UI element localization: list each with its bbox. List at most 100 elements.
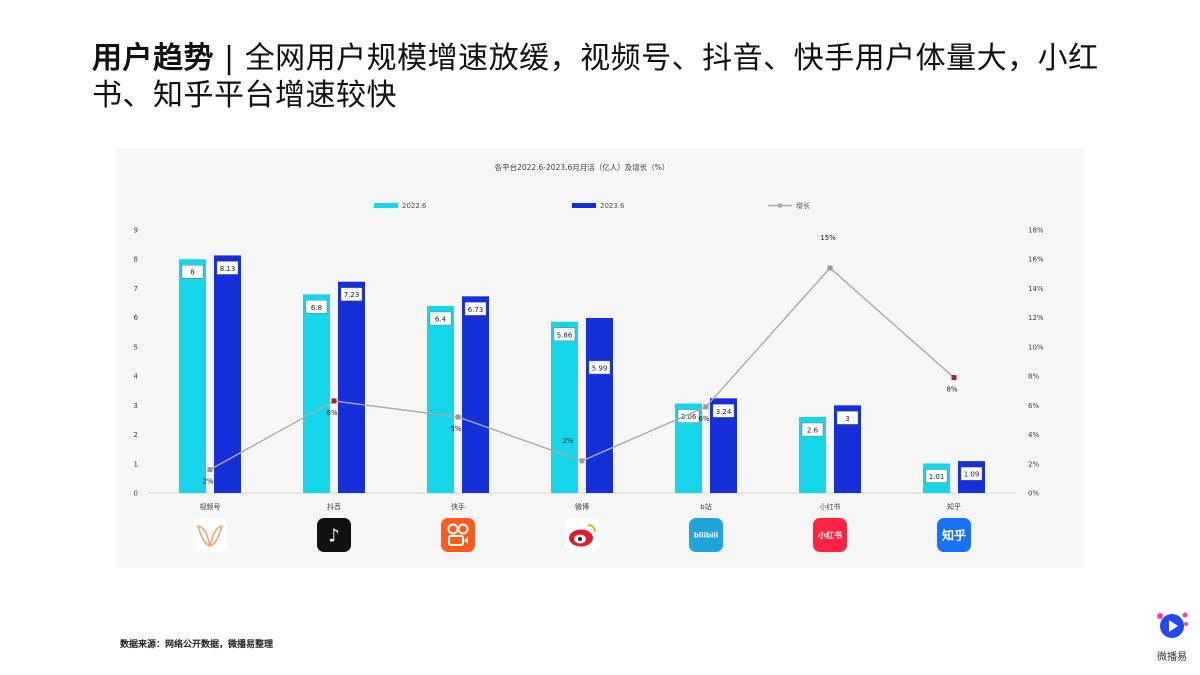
growth-label-知乎: 8%	[946, 386, 957, 394]
y-right-tick-label: 10%	[1028, 343, 1044, 351]
legend-label-line: 增长	[796, 201, 810, 210]
growth-point-b站	[703, 404, 709, 410]
data-label-box-2022.6-微博	[553, 327, 576, 341]
y-right-tick-label: 18%	[1028, 227, 1044, 235]
growth-point-微博	[579, 458, 585, 464]
svg-text:小红书: 小红书	[817, 530, 842, 540]
brand-name: 微播易	[1157, 652, 1187, 663]
growth-point-视频号	[207, 467, 213, 473]
y-right-tick-label: 6%	[1028, 402, 1039, 410]
data-label-2023.6-知乎: 1.09	[964, 471, 980, 479]
bar-2022.6-快手	[427, 305, 454, 493]
data-label-box-2022.6-视频号	[181, 265, 204, 279]
growth-point-抖音	[331, 398, 337, 404]
chart-card: 各平台2022.6-2023.6月月活（亿人）及增长（%） 2022.6 2023.…	[116, 148, 1084, 568]
y-left-tick-label: 4	[134, 373, 139, 381]
bar-2023.6-视频号	[214, 255, 241, 493]
bar-2022.6-抖音	[303, 294, 330, 493]
data-label-2023.6-视频号: 8.13	[220, 265, 236, 273]
bar-2023.6-快手	[462, 296, 489, 493]
bar-2023.6-微博	[586, 317, 613, 493]
data-label-box-2022.6-小红书	[801, 422, 824, 437]
x-tick-label-抖音: 抖音	[327, 502, 341, 511]
x-tick-label-b站: b站	[700, 502, 711, 511]
y-left-tick-label: 2	[134, 431, 138, 439]
bilibili-icon: bilibili	[689, 518, 723, 552]
growth-label-b站: 6%	[698, 415, 709, 423]
y-right-tick-label: 14%	[1028, 285, 1044, 293]
bar-2022.6-视频号	[179, 259, 206, 493]
data-label-2022.6-b站: 3.06	[681, 413, 697, 421]
legend-marker-line	[778, 203, 782, 208]
y-left-tick-label: 9	[134, 227, 138, 235]
y-right-tick-label: 16%	[1028, 256, 1044, 264]
data-label-2022.6-小红书: 2.6	[807, 427, 819, 435]
data-label-2022.6-知乎: 1.01	[929, 473, 945, 481]
data-label-2022.6-快手: 6.4	[435, 315, 447, 323]
page-title: 用户趋势 | 全网用户规模增速放缓，视频号、抖音、快手用户体量大，小红书、知乎平…	[92, 40, 1132, 114]
growth-point-小红书	[827, 265, 833, 271]
kuaishou-icon	[441, 518, 475, 552]
data-label-box-2023.6-快手	[464, 302, 487, 316]
weibo-icon	[565, 518, 599, 552]
bar-2023.6-抖音	[338, 281, 365, 493]
zhihu-icon: 知乎	[937, 518, 971, 552]
x-tick-label-知乎: 知乎	[947, 502, 961, 511]
xiaohongshu-icon: 小红书	[813, 518, 847, 552]
y-right-tick-label: 0%	[1028, 490, 1039, 498]
data-label-box-2022.6-抖音	[305, 300, 328, 314]
title-rest: 全网用户规模增速放缓，视频号、抖音、快手用户体量大，小红书、知乎平台增速较快	[92, 41, 1099, 113]
growth-label-抖音: 6%	[326, 409, 337, 417]
data-label-box-2023.6-视频号	[216, 261, 239, 275]
x-tick-label-小红书: 小红书	[820, 502, 841, 511]
x-tick-label-微博: 微博	[575, 502, 589, 511]
svg-text:bilibili: bilibili	[694, 532, 718, 540]
data-label-box-2023.6-b站	[712, 404, 735, 418]
wechat-channels-icon	[193, 518, 227, 552]
legend-label-2022.6: 2022.6	[402, 202, 427, 210]
data-source-note: 数据来源：网络公开数据，微播易整理	[120, 640, 274, 650]
x-tick-label-快手: 快手	[451, 502, 465, 511]
y-right-tick-label: 2%	[1028, 460, 1039, 468]
data-label-2022.6-抖音: 6.8	[311, 304, 322, 312]
data-label-2023.6-小红书: 3	[845, 415, 849, 423]
svg-text:♪: ♪	[328, 525, 340, 546]
svg-text:知乎: 知乎	[941, 527, 966, 542]
data-label-box-2022.6-快手	[429, 311, 452, 326]
legend-label-2023.6: 2023.6	[600, 202, 625, 210]
x-tick-label-视频号: 视频号	[200, 502, 221, 511]
y-left-tick-label: 1	[134, 460, 138, 468]
data-label-box-2022.6-知乎	[925, 469, 948, 483]
y-right-tick-label: 8%	[1028, 373, 1039, 381]
data-label-2022.6-微博: 5.86	[557, 331, 573, 339]
bar-line-chart: 各平台2022.6-2023.6月月活（亿人）及增长（%） 2022.6 2023.…	[134, 162, 1044, 552]
legend-swatch-2022.6	[374, 203, 398, 208]
y-right-tick-label: 12%	[1028, 314, 1044, 322]
growth-point-快手	[455, 414, 461, 420]
data-label-box-2023.6-小红书	[836, 411, 859, 425]
data-label-2023.6-抖音: 7.23	[344, 291, 360, 299]
y-left-tick-label: 3	[134, 402, 138, 410]
chart-title: 各平台2022.6-2023.6月月活（亿人）及增长（%）	[495, 162, 670, 172]
data-label-2023.6-微博: 5.99	[592, 364, 608, 372]
data-label-box-2023.6-微博	[588, 360, 611, 375]
data-label-box-2023.6-知乎	[960, 466, 983, 481]
y-left-tick-label: 0	[134, 490, 138, 498]
data-label-2022.6-视频号: 8	[190, 269, 194, 277]
growth-label-小红书: 15%	[820, 234, 836, 242]
bar-2022.6-微博	[551, 321, 578, 493]
legend-swatch-2023.6	[572, 203, 596, 208]
data-label-2023.6-快手: 6.73	[468, 306, 484, 314]
data-label-box-2023.6-抖音	[340, 287, 363, 301]
growth-point-知乎	[951, 375, 957, 381]
title-separator: |	[214, 41, 245, 76]
y-left-tick-label: 8	[134, 256, 138, 264]
y-left-tick-label: 6	[134, 314, 139, 322]
brand-logo: 微播易	[1152, 610, 1192, 663]
title-bold: 用户趋势	[92, 41, 214, 76]
y-left-tick-label: 7	[134, 285, 138, 293]
y-left-tick-label: 5	[134, 343, 138, 351]
play-logo-icon	[1157, 612, 1188, 638]
data-label-2023.6-b站: 3.24	[716, 408, 732, 416]
growth-label-微博: 2%	[562, 437, 573, 445]
